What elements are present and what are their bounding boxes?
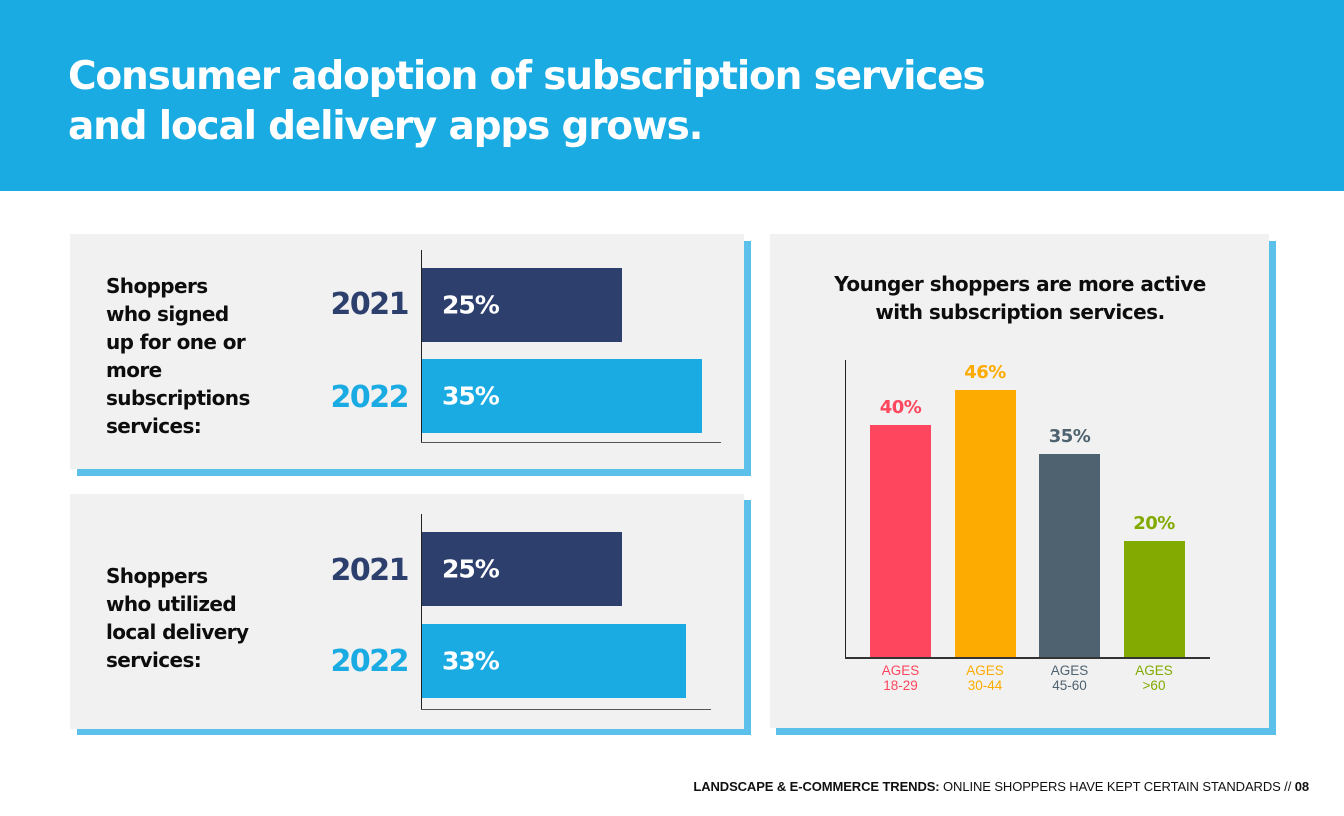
x-tick-label: AGES 45-60 [1020, 663, 1120, 693]
x-tick-label-line: AGES [881, 663, 920, 678]
footer-subtitle: ONLINE SHOPPERS HAVE KEPT CERTAIN STANDA… [939, 779, 1295, 794]
bar-2022: 35% [422, 359, 702, 433]
page-title-line-1: Consumer adoption of subscription servic… [68, 54, 986, 99]
title-line: who signed [106, 302, 229, 326]
x-axis-line [845, 657, 1210, 659]
x-tick-label-line: AGES [1135, 663, 1173, 678]
y-axis-line [421, 514, 422, 710]
x-tick-label-line: AGES [966, 663, 1004, 678]
title-line: local delivery [106, 620, 249, 644]
title-line: services: [106, 414, 202, 438]
year-label-2022: 2022 [330, 644, 410, 679]
title-line: Shoppers [106, 274, 208, 298]
bar-value-label: 33% [442, 646, 500, 676]
bar-value-label: 40% [879, 397, 922, 418]
year-label-2021: 2021 [330, 287, 410, 322]
age-chart-title: Younger shoppers are more active with su… [770, 270, 1270, 326]
x-tick-label: AGES >60 [1104, 663, 1204, 693]
title-line: services: [106, 648, 202, 672]
x-axis-line [421, 709, 711, 710]
header-banner: Consumer adoption of subscription servic… [0, 0, 1344, 191]
page-title-line-2: and local delivery apps grows. [68, 104, 703, 149]
title-line: more [106, 358, 162, 382]
bar-value-label: 35% [442, 381, 500, 411]
year-label-2021: 2021 [330, 553, 410, 588]
x-tick-label-line: 18-29 [883, 678, 918, 693]
title-line: with subscription services. [875, 300, 1165, 324]
age-bar [870, 425, 931, 657]
title-line: up for one or [106, 330, 246, 354]
card-subscriptions: Shoppers who signed up for one or more s… [70, 234, 744, 469]
bar-2021: 25% [422, 268, 622, 342]
y-axis-line [845, 360, 846, 658]
age-bar [1039, 454, 1100, 657]
bar-value-label: 46% [964, 362, 1006, 384]
page-title: Consumer adoption of subscription servic… [68, 52, 1218, 152]
x-tick-label: AGES 30-44 [935, 663, 1035, 693]
y-axis-line [421, 250, 422, 443]
bar-value-label: 35% [1048, 426, 1091, 447]
subscriptions-chart-title: Shoppers who signed up for one or more s… [106, 272, 250, 440]
title-line: subscriptions [106, 386, 250, 410]
x-tick-label: AGES 18-29 [851, 663, 951, 693]
x-axis-line [421, 442, 721, 443]
bar-value-label: 25% [442, 554, 500, 584]
x-tick-label-line: 30-44 [967, 678, 1003, 693]
x-tick-label-line: 45-60 [1052, 678, 1087, 693]
bar-2022: 33% [422, 624, 686, 698]
bar-value-label: 20% [1133, 513, 1175, 534]
card-age [770, 234, 1269, 728]
age-bar [954, 390, 1016, 657]
card-delivery: Shoppers who utilized local delivery ser… [70, 494, 744, 729]
bar-value-label: 25% [442, 290, 500, 320]
footer: LANDSCAPE & E-COMMERCE TRENDS: ONLINE SH… [693, 779, 1309, 794]
delivery-chart-title: Shoppers who utilized local delivery ser… [106, 562, 249, 674]
title-line: Shoppers [106, 564, 208, 588]
x-tick-label-line: >60 [1142, 678, 1166, 693]
age-bar [1123, 541, 1185, 657]
footer-section-title: LANDSCAPE & E-COMMERCE TRENDS: [693, 779, 940, 794]
x-tick-label-line: AGES [1050, 663, 1089, 678]
title-line: Younger shoppers are more active [834, 272, 1206, 296]
page-number: 08 [1294, 779, 1309, 794]
bar-2021: 25% [422, 532, 622, 606]
title-line: who utilized [106, 592, 237, 616]
year-label-2022: 2022 [330, 380, 410, 415]
